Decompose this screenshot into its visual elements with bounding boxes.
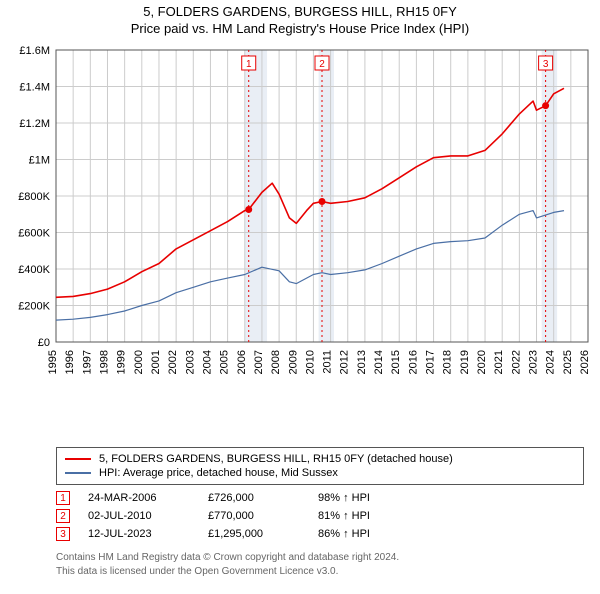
sale-ratio: 86% ↑ HPI xyxy=(318,528,388,540)
sale-date: 24-MAR-2006 xyxy=(88,492,208,504)
svg-text:£1.6M: £1.6M xyxy=(19,45,50,57)
svg-text:2022: 2022 xyxy=(510,350,522,374)
svg-text:2: 2 xyxy=(319,59,325,70)
svg-text:2019: 2019 xyxy=(459,350,471,374)
svg-text:£400K: £400K xyxy=(18,264,50,276)
svg-text:2025: 2025 xyxy=(562,350,574,374)
svg-text:2026: 2026 xyxy=(579,350,591,374)
svg-text:1998: 1998 xyxy=(98,350,110,374)
svg-text:2011: 2011 xyxy=(322,350,334,374)
svg-text:£1.4M: £1.4M xyxy=(19,82,50,94)
svg-text:2002: 2002 xyxy=(167,350,179,374)
chart-title: 5, FOLDERS GARDENS, BURGESS HILL, RH15 0… xyxy=(0,4,600,19)
sale-price: £726,000 xyxy=(208,492,318,504)
svg-text:3: 3 xyxy=(543,59,549,70)
svg-text:2023: 2023 xyxy=(528,350,540,374)
svg-text:£1.2M: £1.2M xyxy=(19,118,50,130)
sale-price: £770,000 xyxy=(208,510,318,522)
footnote-line-2: This data is licensed under the Open Gov… xyxy=(56,565,584,579)
svg-text:2018: 2018 xyxy=(442,350,454,374)
svg-text:1997: 1997 xyxy=(81,350,93,374)
sale-ratio: 98% ↑ HPI xyxy=(318,492,388,504)
svg-text:2003: 2003 xyxy=(184,350,196,374)
svg-text:£600K: £600K xyxy=(18,228,50,240)
sale-date: 12-JUL-2023 xyxy=(88,528,208,540)
footnote-line-1: Contains HM Land Registry data © Crown c… xyxy=(56,551,584,565)
legend-label: 5, FOLDERS GARDENS, BURGESS HILL, RH15 0… xyxy=(99,453,453,465)
svg-text:£200K: £200K xyxy=(18,301,50,313)
chart-subtitle: Price paid vs. HM Land Registry's House … xyxy=(0,21,600,36)
sale-badge: 1 xyxy=(56,491,70,505)
sale-date: 02-JUL-2010 xyxy=(88,510,208,522)
svg-text:2016: 2016 xyxy=(407,350,419,374)
svg-text:2005: 2005 xyxy=(219,350,231,374)
sale-badge: 3 xyxy=(56,527,70,541)
footnote: Contains HM Land Registry data © Crown c… xyxy=(56,551,584,578)
sale-row: 1 24-MAR-2006£726,00098% ↑ HPI xyxy=(56,491,584,505)
svg-text:1996: 1996 xyxy=(64,350,76,374)
svg-text:1999: 1999 xyxy=(116,350,128,374)
sale-ratio: 81% ↑ HPI xyxy=(318,510,388,522)
svg-text:2009: 2009 xyxy=(287,350,299,374)
svg-text:2012: 2012 xyxy=(339,350,351,374)
svg-text:£1M: £1M xyxy=(29,155,50,167)
legend-row: 5, FOLDERS GARDENS, BURGESS HILL, RH15 0… xyxy=(65,452,575,466)
sales-list: 1 24-MAR-2006£726,00098% ↑ HPI 2 02-JUL-201… xyxy=(0,491,600,541)
house-price-chart: { "title": "5, FOLDERS GARDENS, BURGESS … xyxy=(0,4,600,594)
legend-label: HPI: Average price, detached house, Mid … xyxy=(99,467,338,479)
svg-text:2024: 2024 xyxy=(545,350,557,374)
svg-text:2004: 2004 xyxy=(201,350,213,374)
svg-text:2017: 2017 xyxy=(425,350,437,374)
sale-row: 3 12-JUL-2023£1,295,00086% ↑ HPI xyxy=(56,527,584,541)
svg-text:2020: 2020 xyxy=(476,350,488,374)
sale-badge: 2 xyxy=(56,509,70,523)
svg-text:2013: 2013 xyxy=(356,350,368,374)
chart-svg: £0 £200K £400K £600K £800K £1M £1.2M £1.4M £1.6M… xyxy=(0,42,600,402)
svg-text:2008: 2008 xyxy=(270,350,282,374)
sale-price: £1,295,000 xyxy=(208,528,318,540)
svg-text:2010: 2010 xyxy=(304,350,316,374)
svg-text:£0: £0 xyxy=(38,337,50,349)
chart-plot: £0 £200K £400K £600K £800K £1M £1.2M £1.4M £1.6M… xyxy=(0,42,588,407)
legend-swatch xyxy=(65,472,91,474)
svg-text:2007: 2007 xyxy=(253,350,265,374)
legend: 5, FOLDERS GARDENS, BURGESS HILL, RH15 0… xyxy=(56,447,584,485)
sale-row: 2 02-JUL-2010£770,00081% ↑ HPI xyxy=(56,509,584,523)
svg-text:1995: 1995 xyxy=(47,350,59,374)
svg-text:2006: 2006 xyxy=(236,350,248,374)
legend-swatch xyxy=(65,458,91,460)
svg-text:2001: 2001 xyxy=(150,350,162,374)
svg-text:2000: 2000 xyxy=(133,350,145,374)
svg-text:2015: 2015 xyxy=(390,350,402,374)
legend-row: HPI: Average price, detached house, Mid … xyxy=(65,466,575,480)
svg-text:2014: 2014 xyxy=(373,350,385,374)
svg-text:1: 1 xyxy=(246,59,252,70)
svg-text:2021: 2021 xyxy=(493,350,505,374)
svg-text:£800K: £800K xyxy=(18,191,50,203)
